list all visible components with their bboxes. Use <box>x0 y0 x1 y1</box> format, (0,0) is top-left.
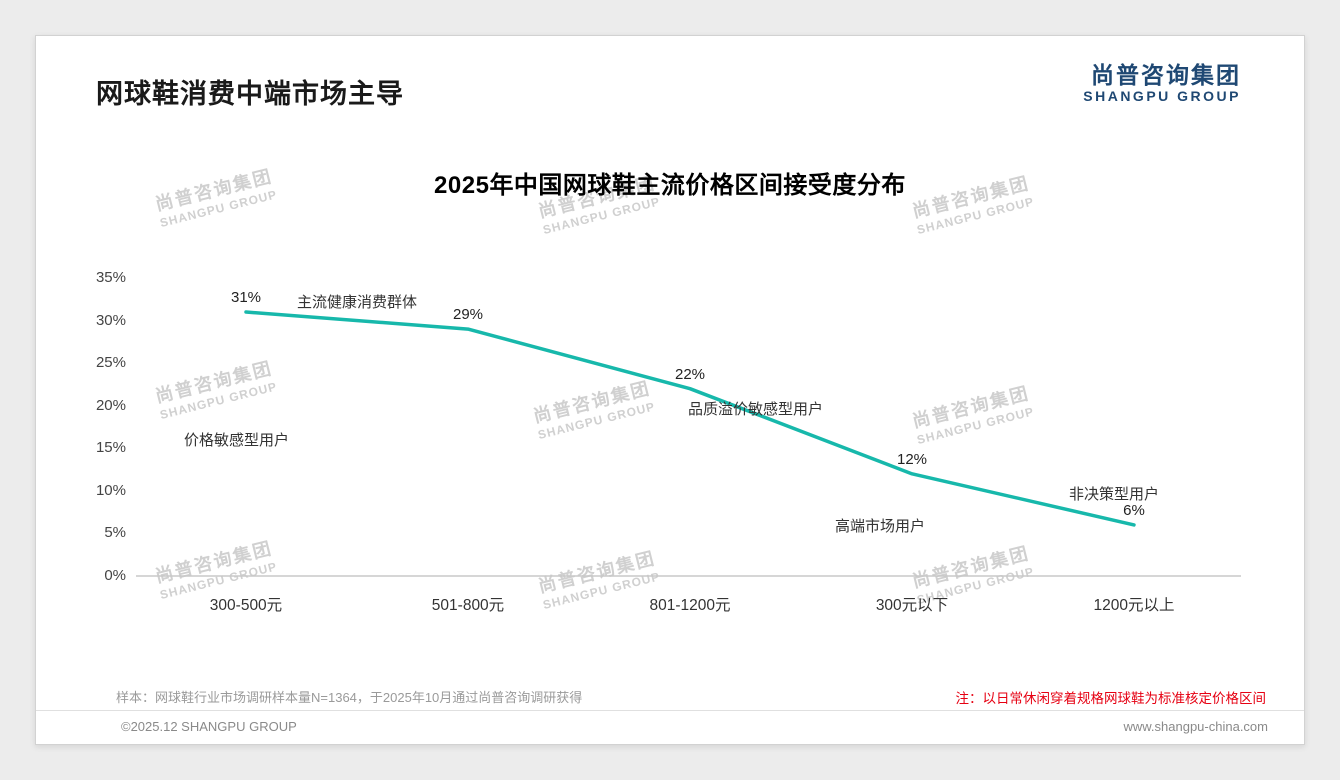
x-axis-category-label: 501-800元 <box>431 597 505 614</box>
copyright-text: ©2025.12 SHANGPU GROUP <box>121 719 297 734</box>
sample-note: 样本：网球鞋行业市场调研样本量N=1364，于2025年10月通过尚普咨询调研获… <box>116 690 583 705</box>
company-logo: 尚普咨询集团 SHANGPU GROUP <box>1083 62 1241 105</box>
slide-card: 尚普咨询集团 SHANGPU GROUP 尚普咨询集团 SHANGPU GROUP … <box>35 35 1305 745</box>
y-axis-tick-label: 15% <box>95 439 126 457</box>
y-axis-tick-label: 20% <box>95 396 126 414</box>
annotation-mainstream-health-group: 主流健康消费群体 <box>297 294 418 311</box>
data-point-label: 6% <box>1123 501 1145 519</box>
y-axis-tick-label: 35% <box>95 269 126 286</box>
logo-text-en: SHANGPU GROUP <box>1083 88 1241 105</box>
y-axis-tick-label: 5% <box>104 524 126 542</box>
page-title: 网球鞋消费中端市场主导 <box>96 79 404 109</box>
website-text: www.shangpu-china.com <box>1123 719 1268 734</box>
footer-divider <box>36 710 1304 711</box>
chart-title: 2025年中国网球鞋主流价格区间接受度分布 <box>434 172 906 199</box>
y-axis-tick-label: 10% <box>95 481 126 499</box>
x-axis-category-label: 1200元以上 <box>1093 597 1175 614</box>
data-point-label: 22% <box>674 365 706 383</box>
x-axis-category-label: 300元以下 <box>875 597 949 614</box>
annotation-non-decision-users: 非决策型用户 <box>1069 486 1160 503</box>
data-point-label: 29% <box>452 306 484 324</box>
trend-line <box>244 310 1136 527</box>
x-axis-category-label: 801-1200元 <box>649 597 731 614</box>
y-axis-tick-label: 25% <box>95 354 126 372</box>
data-point-label: 12% <box>896 450 928 468</box>
line-chart <box>136 310 1241 577</box>
y-axis-tick-label: 30% <box>95 311 126 329</box>
price-definition-note: 注：以日常休闲穿着规格网球鞋为标准核定价格区间 <box>955 691 1267 706</box>
data-point-label: 31% <box>230 289 262 307</box>
annotation-price-sensitive-users: 价格敏感型用户 <box>184 432 290 449</box>
annotation-quality-premium-users: 品质溢价敏感型用户 <box>688 401 824 418</box>
logo-text-cn: 尚普咨询集团 <box>1091 62 1241 88</box>
annotation-high-end-market-users: 高端市场用户 <box>835 518 926 535</box>
x-axis-category-label: 300-500元 <box>209 597 283 614</box>
y-axis-tick-label: 0% <box>104 567 126 584</box>
